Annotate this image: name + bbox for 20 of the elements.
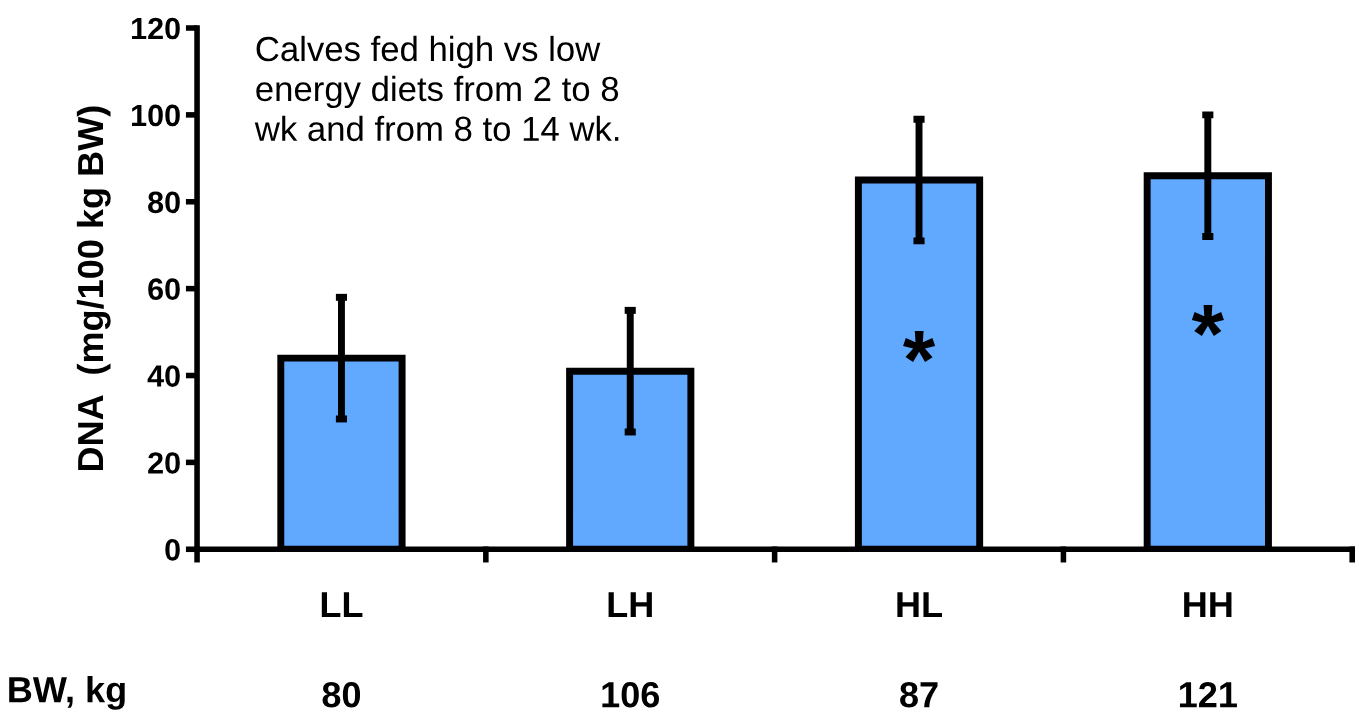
text: 106 [602,681,660,708]
text: 121 [1179,681,1237,708]
x-tick-label: LL [321,592,363,618]
annotation: Calves fed high vs low energy diets from 2 to 8 wk and from 8 to 14 wk. [254,35,619,142]
x-tick-label: HL [897,592,942,618]
y-tick-label: 120 [132,17,180,40]
annotation: * [1191,304,1224,336]
x-tick-label: HH [1184,592,1232,618]
text: 87 [900,681,938,708]
y-tick-label: 40 [147,365,180,387]
text: 80 [322,681,361,708]
y-tick-label: 80 [148,191,180,214]
x-tick-label: LH [608,592,652,618]
y-tick-label: 100 [132,104,180,127]
y-tick-label: 20 [148,452,180,474]
y-axis-title: DNA (mg/100 kg BW) [76,106,111,471]
annotation: * [903,331,936,363]
y-tick-label: 0 [165,539,180,561]
x-axis-title: BW, kg [9,675,125,710]
y-tick-label: 60 [148,278,180,301]
